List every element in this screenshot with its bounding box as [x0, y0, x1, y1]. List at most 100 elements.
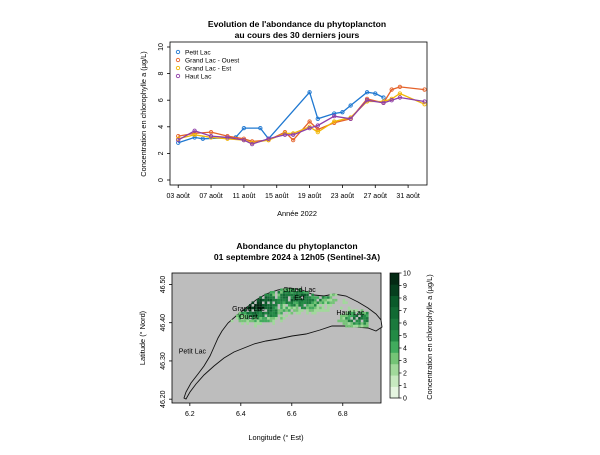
data-point	[381, 100, 386, 106]
colorbar-swatch	[390, 284, 399, 297]
chlorophyll-pixel	[321, 309, 325, 312]
colorbar-swatch	[390, 295, 399, 308]
colorbar-tick-label: 6	[403, 320, 407, 327]
data-point	[332, 114, 337, 119]
chlorophyll-pixel	[345, 314, 348, 318]
colorbar-tick-label: 2	[403, 370, 407, 377]
data-point	[307, 125, 312, 131]
chlorophyll-pixel	[352, 324, 356, 328]
map-xlabel: Longitude (° Est)	[248, 433, 303, 442]
data-point	[397, 84, 403, 90]
data-point	[422, 102, 427, 107]
chlorophyll-pixel	[243, 311, 247, 315]
chlorophyll-pixel	[321, 296, 325, 299]
chlorophyll-pixel	[282, 296, 286, 299]
lake-label: Ouest	[239, 314, 258, 321]
colorbar-swatch	[390, 307, 399, 319]
chlorophyll-pixel	[246, 311, 249, 315]
chlorophyll-pixel	[280, 293, 283, 297]
chlorophyll-pixel	[272, 309, 275, 312]
chlorophyll-pixel	[355, 309, 359, 312]
x-tick-label: 31 août	[396, 193, 419, 200]
chlorophyll-pixel	[272, 293, 275, 297]
colorbar-tick-label: 8	[403, 295, 407, 302]
chlorophyll-pixel	[272, 317, 275, 320]
colorbar-tick-label: 3	[403, 358, 407, 365]
chlorophyll-pixel	[285, 296, 288, 299]
chlorophyll-pixel	[365, 319, 369, 323]
chlorophyll-pixel	[254, 324, 257, 328]
chlorophyll-pixel	[256, 317, 260, 320]
chlorophyll-pixel	[243, 309, 247, 312]
lake-label: Haut Lac	[336, 310, 365, 317]
legend-marker	[175, 57, 181, 63]
chlorophyll-pixel	[248, 304, 252, 307]
chlorophyll-pixel	[342, 322, 346, 325]
chlorophyll-pixel	[365, 314, 369, 318]
line-chart-title: Evolution de l'abondance du phytoplancto…	[208, 19, 386, 29]
chlorophyll-pixel	[350, 309, 353, 312]
chlorophyll-pixel	[303, 293, 307, 297]
map-x-tick-label: 6.6	[287, 411, 297, 418]
chlorophyll-pixel	[345, 322, 348, 325]
data-point	[422, 87, 427, 92]
data-point	[348, 103, 353, 108]
chlorophyll-pixel	[267, 319, 270, 323]
chlorophyll-pixel	[256, 298, 260, 302]
legend-label: Grand Lac - Est	[185, 65, 231, 72]
chlorophyll-pixel	[248, 319, 252, 323]
chlorophyll-pixel	[259, 298, 262, 302]
chlorophyll-pixel	[308, 296, 312, 299]
chlorophyll-pixel	[342, 298, 346, 302]
data-point	[192, 128, 197, 133]
chlorophyll-pixel	[290, 288, 294, 292]
data-point	[176, 137, 181, 143]
chlorophyll-pixel	[350, 319, 353, 323]
chlorophyll-pixel	[235, 317, 239, 320]
data-point	[422, 99, 427, 104]
chlorophyll-pixel	[290, 301, 294, 305]
y-tick-label: 10	[158, 43, 165, 51]
data-point	[291, 137, 296, 143]
chlorophyll-pixel	[311, 309, 314, 312]
data-point	[208, 129, 214, 135]
chlorophyll-pixel	[272, 322, 275, 325]
chlorophyll-pixel	[363, 322, 366, 325]
chlorophyll-pixel	[360, 324, 364, 328]
data-point	[176, 140, 181, 145]
chlorophyll-pixel	[269, 314, 273, 318]
chlorophyll-pixel	[280, 314, 283, 318]
chlorophyll-pixel	[345, 319, 348, 323]
line-chart-subtitle: au cours des 30 derniers jours	[235, 30, 360, 40]
chlorophyll-pixel	[269, 291, 273, 294]
chlorophyll-pixel	[264, 319, 268, 323]
chlorophyll-pixel	[300, 291, 304, 294]
chlorophyll-pixel	[350, 311, 353, 315]
chlorophyll-pixel	[261, 314, 265, 318]
chlorophyll-pixel	[269, 296, 273, 299]
chlorophyll-pixel	[264, 298, 268, 302]
chlorophyll-pixel	[306, 309, 309, 312]
colorbar-swatch	[390, 329, 399, 342]
chlorophyll-pixel	[254, 309, 257, 312]
chlorophyll-pixel	[363, 314, 366, 318]
legend-label: Grand Lac - Ouest	[185, 57, 239, 64]
chlorophyll-pixel	[261, 306, 265, 310]
chlorophyll-pixel	[295, 291, 299, 294]
lake-label: Grand Lac	[232, 306, 265, 313]
chlorophyll-pixel	[355, 319, 359, 323]
chlorophyll-pixel	[285, 309, 288, 312]
chlorophyll-pixel	[274, 298, 278, 302]
chlorophyll-pixel	[306, 301, 309, 305]
chlorophyll-pixel	[269, 306, 273, 310]
colorbar-tick-label: 7	[403, 308, 407, 315]
chlorophyll-pixel	[264, 301, 268, 305]
chlorophyll-pixel	[280, 309, 283, 312]
chlorophyll-pixel	[321, 306, 325, 310]
data-point	[249, 141, 255, 147]
chlorophyll-pixel	[248, 306, 252, 310]
chlorophyll-pixel	[277, 311, 281, 315]
chlorophyll-pixel	[269, 319, 273, 323]
chlorophyll-pixel	[339, 314, 343, 318]
